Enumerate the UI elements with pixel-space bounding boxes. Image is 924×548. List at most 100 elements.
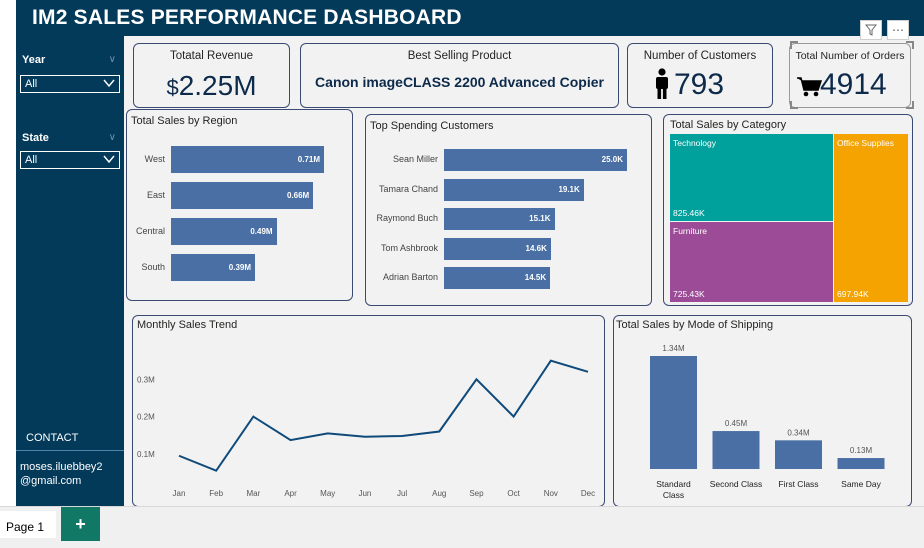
tab-page-1[interactable]: Page 1 [0, 511, 56, 541]
y-tick-label: 0.3M [137, 375, 155, 384]
currency-symbol: $ [166, 75, 179, 100]
sales-by-region-chart[interactable]: Total Sales by Region West 0.71M East 0.66M… [126, 109, 353, 301]
bar[interactable] [171, 218, 277, 245]
category-label: Raymond Buch [376, 213, 438, 223]
category-label: Adrian Barton [382, 272, 438, 282]
y-tick-label: 0.1M [137, 450, 155, 459]
tile-label: Technology [673, 138, 717, 148]
x-tick-label: Class [663, 490, 684, 500]
best-product-value: Canon imageCLASS 2200 Advanced Copier [315, 74, 604, 90]
contact-email-line1: moses.iluebbey2 [20, 461, 103, 473]
state-dropdown-value: All [25, 154, 38, 166]
treemap-tile-furniture[interactable]: Furniture 725.43K [670, 222, 833, 302]
customers-card[interactable]: Number of Customers 793 [627, 43, 773, 108]
bar[interactable] [444, 149, 627, 171]
x-tick-label: Oct [507, 489, 520, 498]
x-tick-label: Feb [209, 489, 223, 498]
selection-corner [906, 101, 914, 109]
contact-email-line2: @gmail.com [20, 475, 82, 487]
category-label: Tamara Chand [378, 183, 438, 194]
filter-icon[interactable] [860, 20, 882, 40]
bar-value-label: 0.39M [228, 262, 252, 272]
contact-label: CONTACT [26, 432, 79, 444]
category-label: South [141, 261, 165, 272]
bar[interactable] [444, 208, 555, 230]
bar[interactable] [171, 254, 256, 281]
best-product-card[interactable]: Best Selling Product Canon imageCLASS 22… [300, 43, 619, 108]
y-tick-label: 0.2M [137, 413, 155, 422]
report-header: IM2 SALES PERFORMANCE DASHBOARD [16, 0, 924, 36]
chart-title: Total Sales by Mode of Shipping [616, 319, 774, 331]
treemap-tile-technology[interactable]: Technology 825.46K [670, 134, 833, 221]
bar-value-label: 0.71M [297, 154, 320, 164]
x-tick-label: Jul [397, 489, 407, 498]
x-tick-label: Mar [246, 489, 260, 498]
x-tick-label: Jan [173, 489, 186, 498]
sales-by-category-chart[interactable]: Total Sales by Category Technology 825.4… [663, 114, 913, 306]
tile-label: Office Supplies [837, 138, 895, 148]
bar-value-label: 0.13M [850, 446, 873, 455]
bar-value-label: 15.1K [529, 214, 551, 223]
orders-title: Total Number of Orders [795, 50, 905, 62]
category-label: East [146, 189, 165, 200]
revenue-value: $2.25M [134, 70, 289, 102]
bar-value-label: 0.49M [250, 226, 273, 236]
orders-card[interactable]: Total Number of Orders 4914 [789, 43, 911, 108]
selection-corner [790, 41, 798, 49]
chevron-down-icon[interactable]: ∨ [108, 54, 116, 65]
state-slicer-label: State [22, 132, 49, 144]
sales-trend-line[interactable] [178, 359, 589, 472]
tile-value: 825.46K [673, 208, 705, 218]
customers-value: 793 [674, 68, 725, 101]
person-icon [656, 68, 668, 99]
tile-value: 697.94K [837, 289, 869, 299]
revenue-title: Totatal Revenue [169, 50, 254, 62]
bar-value-label: 14.5K [524, 273, 547, 282]
category-label: Sean Miller [392, 154, 438, 164]
customers-title: Number of Customers [643, 50, 757, 62]
bar-value-label: 0.66M [286, 190, 310, 200]
tile-value: 725.43K [673, 289, 705, 299]
best-product-title: Best Selling Product [407, 50, 512, 62]
bar[interactable] [712, 431, 760, 469]
bar[interactable] [837, 458, 885, 469]
x-tick-label: Second Class [710, 479, 762, 489]
bar[interactable] [444, 267, 551, 289]
state-dropdown[interactable]: All [20, 151, 120, 169]
shipping-mode-chart[interactable]: Total Sales by Mode of Shipping 1.34M Sta… [613, 315, 912, 507]
page-tab-bar: Page 1 + [0, 506, 924, 548]
bar-value-label: 0.34M [787, 428, 810, 437]
bar[interactable] [444, 178, 584, 201]
filter-sidebar: Year ∨ All State ∨ All CONTACT moses.ilu… [16, 36, 124, 506]
bar[interactable] [444, 237, 551, 260]
x-tick-label: Sep [469, 489, 484, 498]
treemap-tile-office-supplies[interactable]: Office Supplies 697.94K [834, 134, 908, 302]
chevron-down-icon[interactable]: ∨ [108, 132, 116, 143]
bar[interactable] [650, 356, 697, 469]
revenue-card[interactable]: Totatal Revenue $2.25M [133, 43, 290, 108]
x-tick-label: Aug [432, 489, 446, 498]
x-tick-label: Jun [358, 489, 371, 498]
bar-value-label: 14.6K [525, 243, 547, 253]
bar-value-label: 0.45M [725, 419, 748, 428]
bar[interactable] [775, 440, 822, 469]
x-tick-label: Same Day [841, 479, 881, 489]
shopping-cart-icon [797, 77, 822, 97]
year-dropdown[interactable]: All [20, 75, 120, 93]
bar[interactable] [171, 146, 324, 173]
monthly-trend-chart[interactable]: Monthly Sales Trend 0.1M 0.2M 0.3M Jan Feb Ma… [132, 315, 605, 507]
chart-title: Total Sales by Category [670, 119, 787, 131]
add-page-button[interactable]: + [61, 507, 100, 541]
chart-title: Top Spending Customers [370, 120, 494, 132]
x-tick-label: May [320, 489, 335, 498]
more-options-icon[interactable]: ⋯ [887, 20, 909, 40]
selection-corner [790, 101, 798, 109]
bar-value-label: 25.0K [601, 155, 623, 164]
bar[interactable] [171, 182, 314, 209]
category-label: Tom Ashbrook [380, 242, 438, 253]
top-customers-chart[interactable]: Top Spending Customers Sean Miller 25.0K T… [365, 114, 652, 306]
revenue-amount: 2.25M [178, 70, 257, 101]
category-label: West [144, 153, 165, 164]
x-tick-label: Apr [284, 489, 297, 498]
selection-corner [906, 41, 914, 49]
